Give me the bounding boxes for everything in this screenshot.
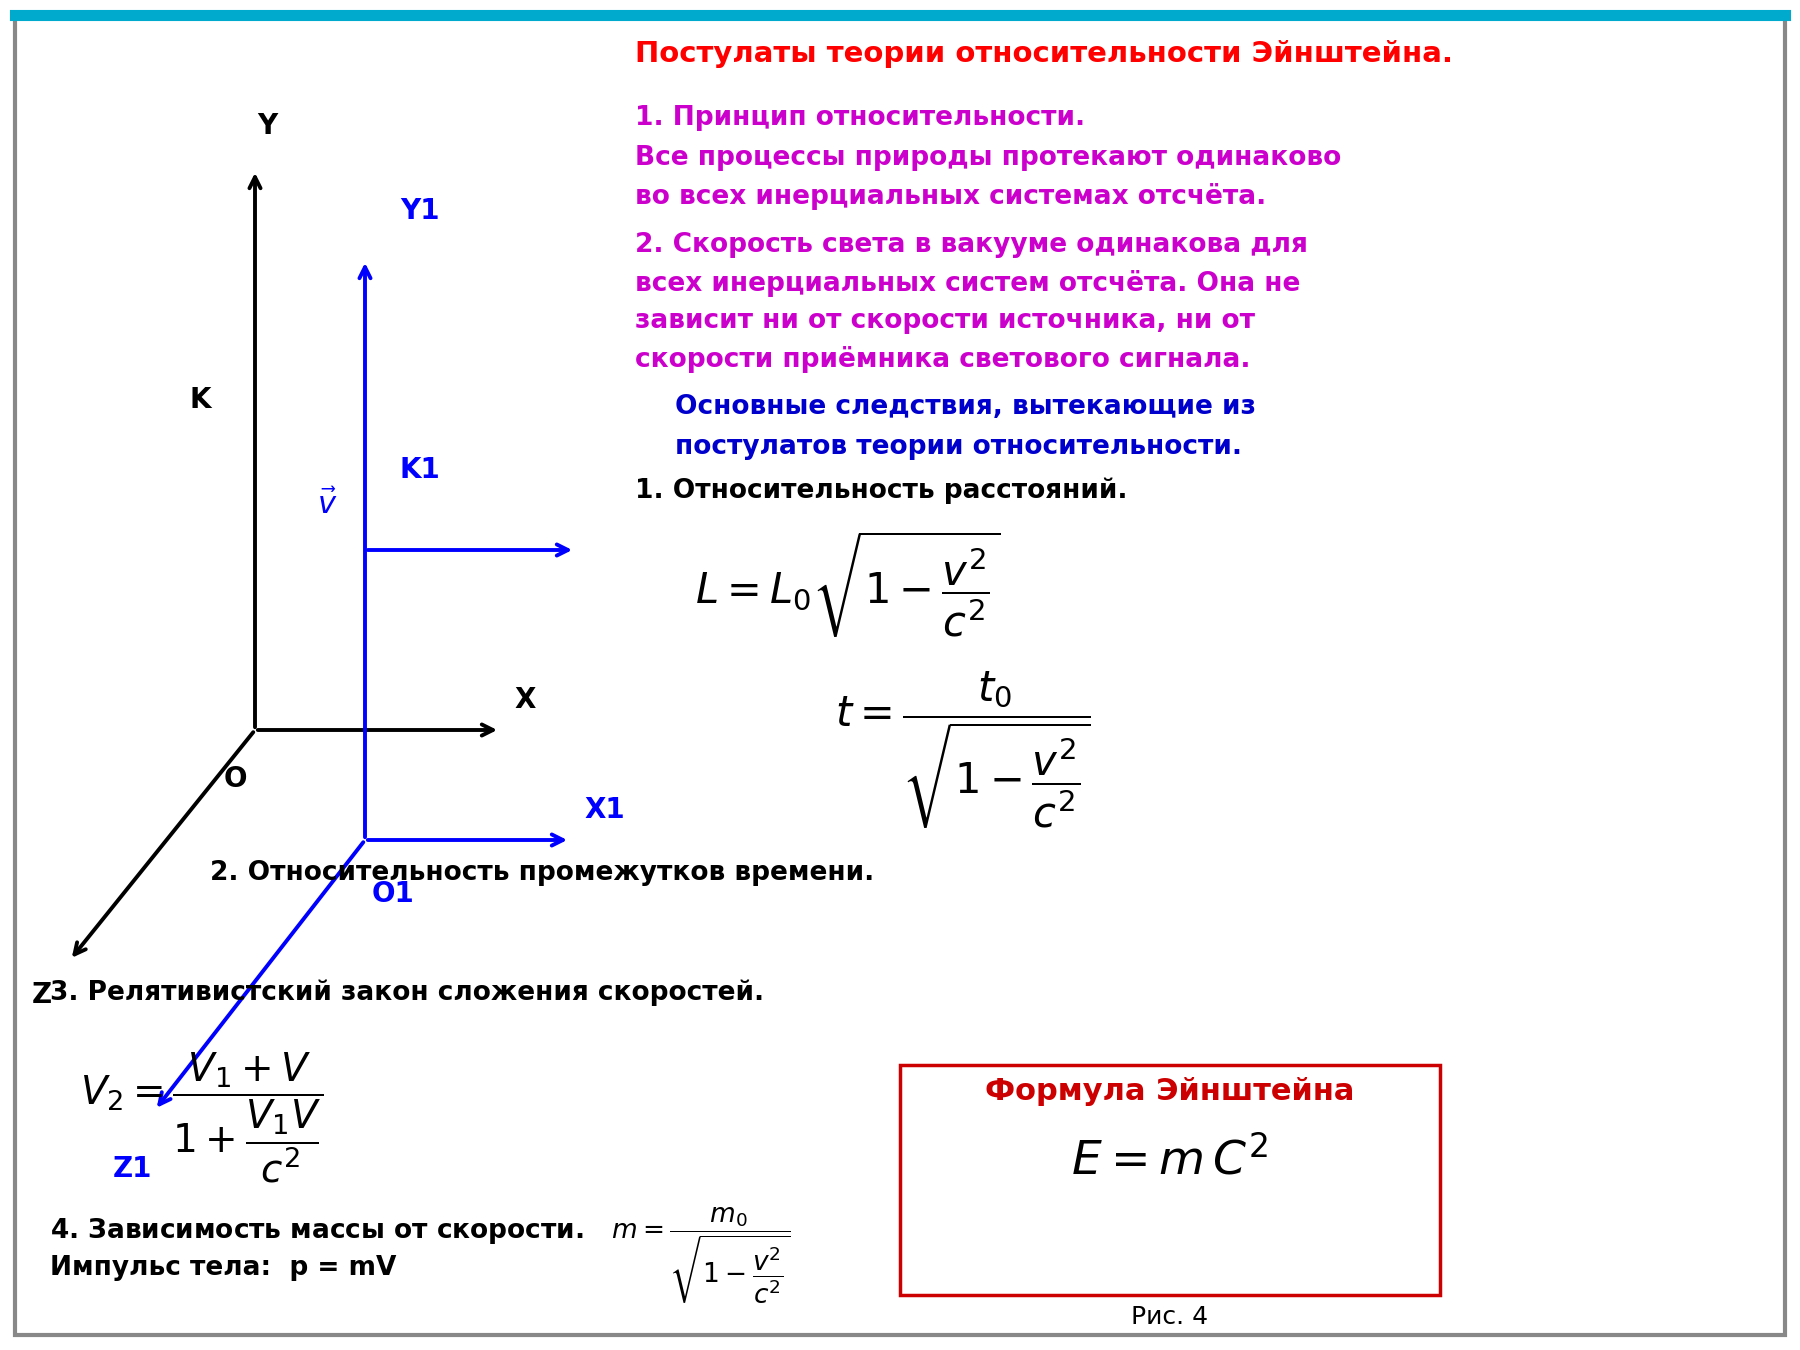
Text: X: X <box>515 686 536 714</box>
Text: 1. Принцип относительности.: 1. Принцип относительности. <box>635 105 1085 131</box>
Text: Постулаты теории относительности Эйнштейна.: Постулаты теории относительности Эйнштей… <box>635 40 1453 68</box>
Text: Основные следствия, вытекающие из: Основные следствия, вытекающие из <box>675 394 1256 420</box>
Text: скорости приёмника светового сигнала.: скорости приёмника светового сигнала. <box>635 346 1251 373</box>
Text: $t = \dfrac{t_0}{\sqrt{1 - \dfrac{v^2}{c^2}}}$: $t = \dfrac{t_0}{\sqrt{1 - \dfrac{v^2}{c… <box>835 670 1091 832</box>
Bar <box>900 1065 1440 1295</box>
Text: постулатов теории относительности.: постулатов теории относительности. <box>675 433 1242 460</box>
Text: $E = m\,C^2$: $E = m\,C^2$ <box>1071 1137 1269 1184</box>
Text: Импульс тела:  p = mV: Импульс тела: p = mV <box>50 1256 396 1281</box>
Text: K: K <box>189 386 211 414</box>
Text: 3. Релятивистский закон сложения скоростей.: 3. Релятивистский закон сложения скорост… <box>50 980 765 1007</box>
Text: Z1: Z1 <box>112 1156 151 1183</box>
Text: Z: Z <box>32 981 52 1008</box>
Text: $V_2 = \dfrac{V_1 + V}{1 + \dfrac{V_1 V}{c^2}}$: $V_2 = \dfrac{V_1 + V}{1 + \dfrac{V_1 V}… <box>79 1050 324 1184</box>
Text: 2. Относительность промежутков времени.: 2. Относительность промежутков времени. <box>211 860 875 886</box>
Text: O: O <box>223 765 247 792</box>
Text: во всех инерциальных системах отсчёта.: во всех инерциальных системах отсчёта. <box>635 184 1265 211</box>
Text: 1. Относительность расстояний.: 1. Относительность расстояний. <box>635 478 1127 505</box>
Text: $L = L_0\sqrt{1 - \dfrac{v^2}{c^2}}$: $L = L_0\sqrt{1 - \dfrac{v^2}{c^2}}$ <box>695 531 1001 640</box>
Text: Y: Y <box>257 112 277 140</box>
Text: Рис. 4: Рис. 4 <box>1132 1305 1208 1328</box>
Text: Y1: Y1 <box>400 197 439 225</box>
Text: зависит ни от скорости источника, ни от: зависит ни от скорости источника, ни от <box>635 308 1255 333</box>
Text: всех инерциальных систем отсчёта. Она не: всех инерциальных систем отсчёта. Она не <box>635 270 1300 297</box>
Text: Формула Эйнштейна: Формула Эйнштейна <box>985 1077 1355 1106</box>
Text: O1: O1 <box>371 880 414 909</box>
Text: 4. Зависимость массы от скорости.   $m = \dfrac{m_0}{\sqrt{1 - \dfrac{v^2}{c^2}}: 4. Зависимость массы от скорости. $m = \… <box>50 1206 790 1305</box>
Text: $\vec{v}$: $\vec{v}$ <box>317 489 337 520</box>
Text: K1: K1 <box>400 456 441 485</box>
Text: 2. Скорость света в вакууме одинакова для: 2. Скорость света в вакууме одинакова дл… <box>635 232 1309 258</box>
Text: Все процессы природы протекают одинаково: Все процессы природы протекают одинаково <box>635 144 1341 171</box>
Text: X1: X1 <box>585 796 625 824</box>
